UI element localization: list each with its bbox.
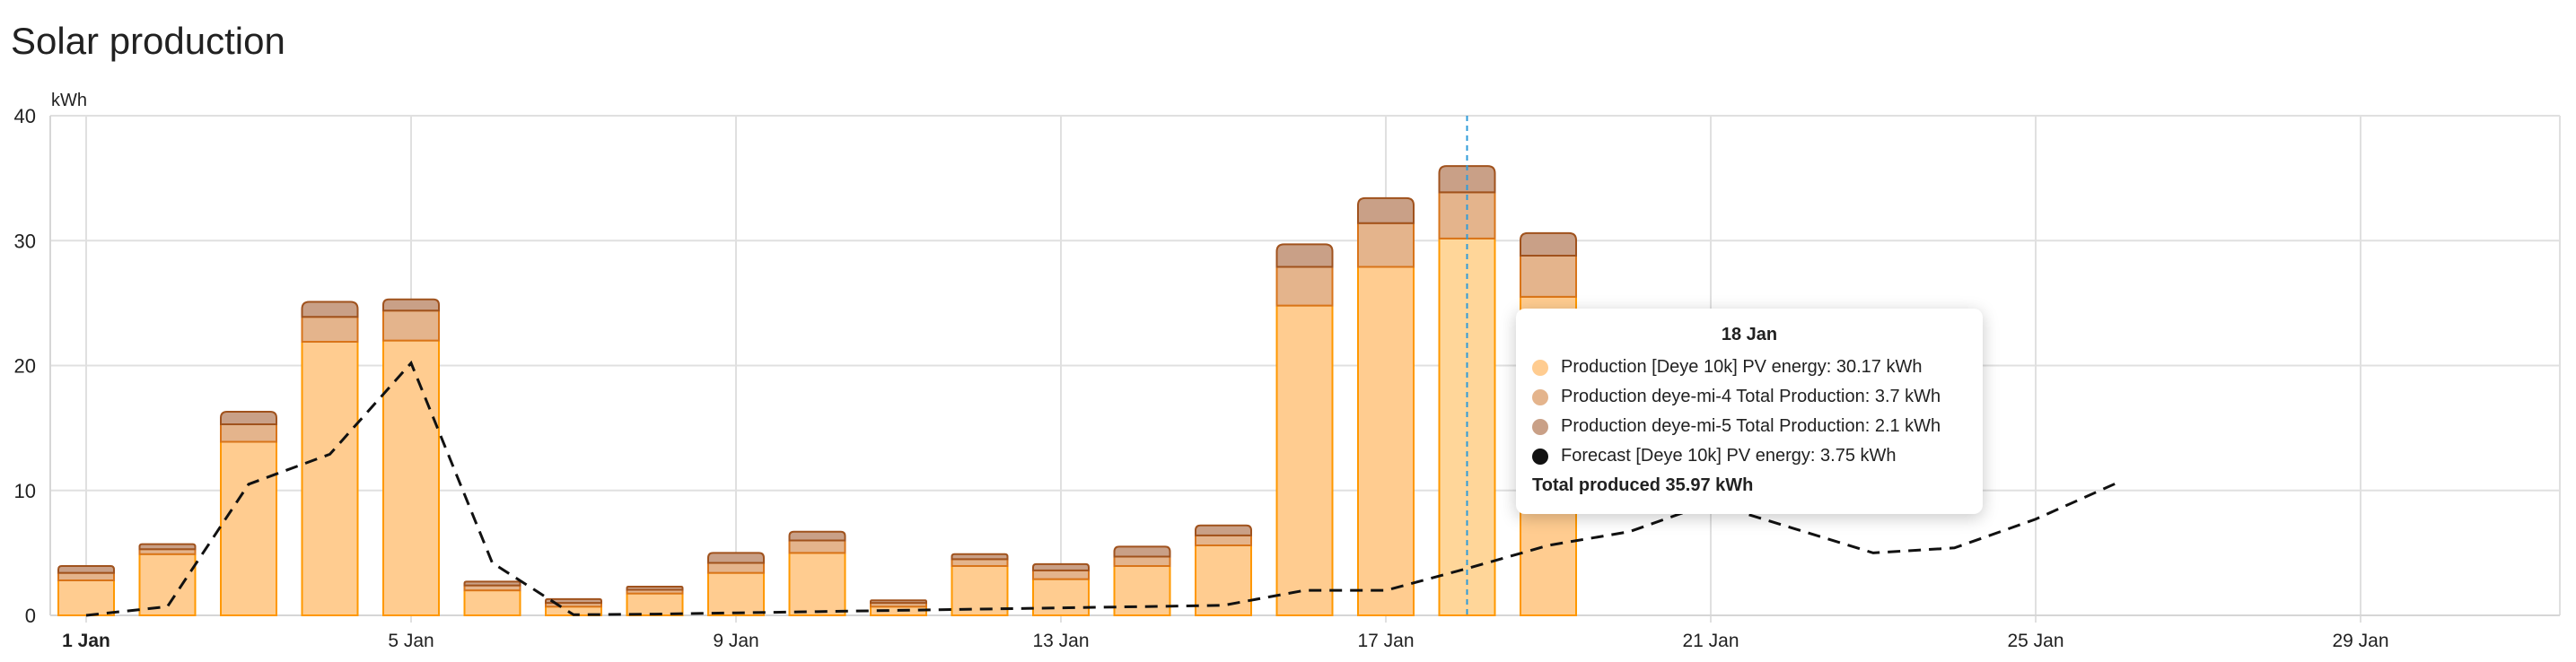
bar-segment-deye-mi-5: [626, 585, 684, 591]
bar-segment-deye-mi-4: [706, 561, 766, 574]
bar-segment-deye-mi-4: [1032, 569, 1090, 580]
bar-segment-deye-mi-4: [951, 557, 1009, 567]
bar-segment-deye-10k: [788, 552, 846, 616]
chart-tooltip: 18 Jan Production [Deye 10k] PV energy: …: [1516, 309, 1983, 514]
tooltip-row-mi5: Production deye-mi-5 Total Production: 2…: [1532, 412, 1967, 441]
x-tick-label: 5 Jan: [388, 631, 434, 651]
bar-segment-deye-mi-4: [1520, 254, 1577, 298]
bar-segment-deye-mi-4: [301, 316, 359, 344]
tooltip-row-mi4: Production deye-mi-4 Total Production: 3…: [1532, 382, 1967, 412]
legend-dot-icon: [1532, 448, 1548, 465]
x-tick-label: 25 Jan: [2007, 631, 2063, 651]
bar-segment-deye-mi-4: [220, 422, 279, 443]
tooltip-row-label: Forecast [Deye 10k] PV energy: 3.75 kWh: [1561, 446, 1897, 466]
bar-segment-deye-10k: [382, 339, 440, 616]
bar-segment-deye-mi-4: [1275, 266, 1334, 307]
x-tick-label: 1 Jan: [62, 631, 110, 651]
bar-segment-deye-mi-5: [57, 564, 115, 574]
bar-segment-deye-mi-4: [788, 539, 846, 554]
card-title: Solar production: [11, 20, 285, 62]
bar-segment-deye-mi-5: [463, 580, 521, 587]
bar-segment-deye-10k: [57, 579, 115, 616]
y-tick-label: 40: [14, 105, 36, 127]
tooltip-row-label: Production [Deye 10k] PV energy: 30.17 k…: [1561, 357, 1923, 377]
legend-dot-icon: [1532, 418, 1548, 435]
x-tick-label: 13 Jan: [1032, 631, 1089, 651]
bar-segment-deye-mi-5: [138, 543, 197, 551]
bar-segment-deye-mi-5: [301, 301, 359, 318]
bar-segment-deye-10k: [1275, 304, 1334, 616]
forecast-line: [85, 360, 2118, 617]
x-tick-label: 29 Jan: [2332, 631, 2388, 651]
bar-segment-deye-mi-4: [382, 309, 440, 342]
bar-segment-deye-mi-4: [1113, 555, 1171, 567]
legend-dot-icon: [1532, 388, 1548, 405]
bar-segment-deye-mi-4: [1356, 222, 1415, 268]
bar-segment-deye-mi-5: [870, 599, 927, 605]
tooltip-row-forecast: Forecast [Deye 10k] PV energy: 3.75 kWh: [1532, 441, 1967, 471]
bar-segment-deye-10k: [706, 571, 766, 616]
bar-segment-deye-mi-5: [788, 530, 846, 542]
bar-segment-deye-mi-5: [1275, 243, 1334, 268]
bar-segment-deye-mi-5: [1195, 524, 1252, 536]
bar-segment-deye-10k: [220, 440, 277, 616]
bar-segment-deye-mi-5: [1520, 231, 1577, 257]
y-tick-label: 20: [14, 355, 36, 378]
tooltip-row-label: Production deye-mi-4 Total Production: 3…: [1561, 387, 1941, 406]
bar-segment-deye-10k: [1195, 544, 1253, 616]
bar-segment-deye-mi-4: [57, 571, 115, 582]
y-axis-unit: kWh: [51, 91, 87, 110]
tooltip-row-label: Production deye-mi-5 Total Production: 2…: [1561, 416, 1941, 436]
bar-segment-deye-mi-5: [1032, 562, 1090, 571]
bar-segment-deye-mi-5: [707, 552, 765, 564]
x-tick-label: 17 Jan: [1357, 631, 1414, 651]
bar-segment-deye-mi-5: [1113, 545, 1171, 558]
bar-segment-deye-mi-5: [220, 411, 277, 425]
y-tick-label: 30: [14, 230, 36, 252]
bar-segment-deye-10k: [951, 564, 1009, 616]
bar-segment-deye-10k: [138, 553, 197, 616]
bar-segment-deye-mi-5: [951, 553, 1009, 561]
bar-segment-deye-mi-4: [1195, 534, 1253, 547]
bar-segment-deye-10k: [1113, 564, 1171, 616]
bar-segment-deye-mi-5: [545, 597, 602, 605]
bar-segment-deye-10k: [626, 592, 684, 616]
bar-segment-deye-10k: [301, 341, 359, 616]
bar-segment-deye-10k: [463, 589, 521, 616]
x-tick-label: 9 Jan: [713, 631, 758, 651]
y-tick-label: 0: [25, 605, 36, 627]
x-tick-label: 21 Jan: [1682, 631, 1739, 651]
bar-segment-deye-mi-5: [382, 298, 440, 312]
tooltip-row-deye: Production [Deye 10k] PV energy: 30.17 k…: [1532, 353, 1967, 382]
tooltip-total: Total produced 35.97 kWh: [1532, 475, 1754, 495]
legend-dot-icon: [1532, 359, 1548, 376]
tooltip-title: 18 Jan: [1721, 325, 1778, 344]
y-tick-label: 10: [14, 480, 36, 502]
bar-segment-deye-10k: [1032, 578, 1090, 616]
bar-segment-deye-10k: [1356, 266, 1415, 616]
bar-segment-deye-mi-5: [1357, 196, 1415, 224]
